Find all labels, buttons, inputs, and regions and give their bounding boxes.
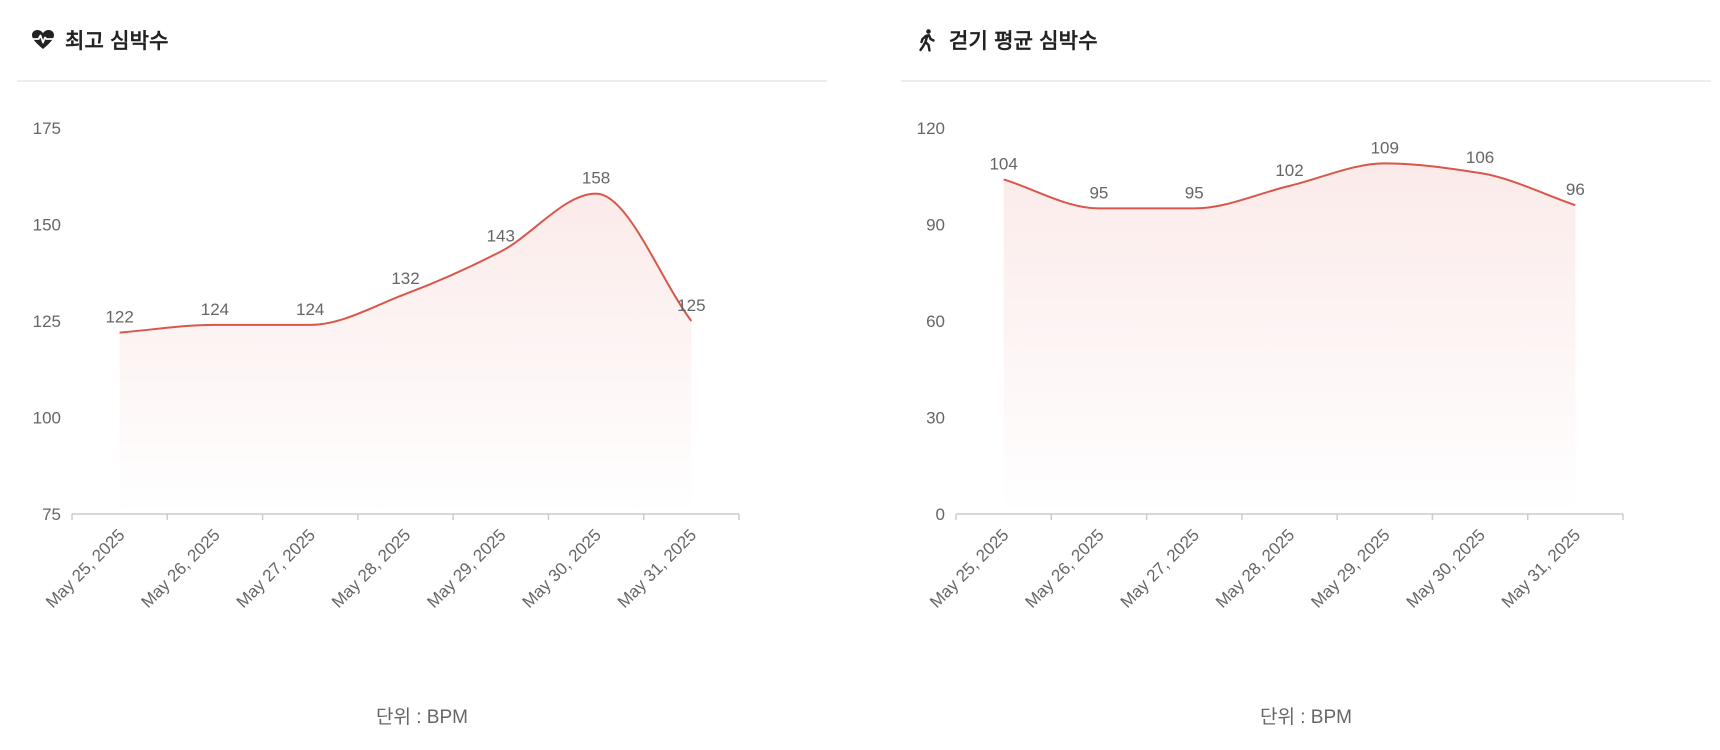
data-label: 102 (1275, 161, 1303, 180)
panel-title: 최고 심박수 (65, 30, 169, 53)
y-tick-label: 100 (33, 409, 61, 428)
data-label: 109 (1371, 138, 1399, 157)
data-label: 106 (1466, 148, 1494, 167)
x-tick-label: May 29, 2025 (1307, 525, 1393, 611)
x-tick-label: May 29, 2025 (423, 525, 509, 611)
data-label: 122 (105, 308, 133, 327)
unit-label: 단위 : BPM (376, 707, 468, 728)
data-label: 125 (677, 296, 705, 315)
x-tick-label: May 27, 2025 (1117, 525, 1203, 611)
y-tick-label: 60 (926, 312, 945, 331)
x-tick-label: May 26, 2025 (137, 525, 223, 611)
walking-person-icon (915, 28, 939, 52)
data-label: 158 (582, 169, 610, 188)
heart-pulse-icon (31, 28, 55, 52)
x-tick-label: May 31, 2025 (614, 525, 700, 611)
data-label: 104 (989, 154, 1017, 173)
data-label: 132 (391, 269, 419, 288)
x-tick-label: May 28, 2025 (328, 525, 414, 611)
y-tick-label: 175 (33, 119, 61, 138)
data-label: 95 (1089, 183, 1108, 202)
data-label: 143 (487, 227, 515, 246)
walking-avg-heart-rate-panel: 걷기 평균 심박수 0 30 60 90 120 104 95 95 102 109 106 96 Ma… (901, 0, 1711, 750)
data-label: 124 (296, 300, 324, 319)
y-tick-label: 0 (936, 505, 945, 524)
x-tick-label: May 30, 2025 (519, 525, 605, 611)
x-tick-label: May 30, 2025 (1403, 525, 1489, 611)
series-line (1003, 162, 1576, 210)
series-line (119, 192, 693, 334)
y-tick-label: 120 (917, 119, 945, 138)
y-tick-label: 150 (33, 216, 61, 235)
x-tick-label: May 25, 2025 (926, 525, 1012, 611)
y-tick-label: 30 (926, 409, 945, 428)
walking-avg-heart-rate-chart: 0 30 60 90 120 104 95 95 102 109 106 96 May 25, 2025… (917, 119, 1624, 612)
panel-title: 걷기 평균 심박수 (949, 30, 1098, 53)
max-heart-rate-chart: 75 100 125 150 175 122 124 124 132 143 158 125 May 2… (33, 119, 740, 612)
x-tick-label: May 26, 2025 (1021, 525, 1107, 611)
y-tick-label: 90 (926, 216, 945, 235)
data-label: 124 (201, 300, 229, 319)
x-tick-label: May 31, 2025 (1498, 525, 1584, 611)
x-tick-label: May 27, 2025 (233, 525, 319, 611)
series-area (1003, 163, 1576, 514)
unit-label: 단위 : BPM (1260, 707, 1352, 728)
x-tick-label: May 25, 2025 (42, 525, 128, 611)
series-area (119, 193, 692, 514)
max-heart-rate-panel: 최고 심박수 75 100 125 150 175 122 124 124 132 143 158 1… (17, 0, 827, 750)
y-tick-label: 125 (33, 312, 61, 331)
data-label: 95 (1185, 183, 1204, 202)
y-tick-label: 75 (42, 505, 61, 524)
x-tick-label: May 28, 2025 (1212, 525, 1298, 611)
panel-header: 최고 심박수 (17, 0, 827, 82)
panel-header: 걷기 평균 심박수 (901, 0, 1711, 82)
data-label: 96 (1566, 180, 1585, 199)
